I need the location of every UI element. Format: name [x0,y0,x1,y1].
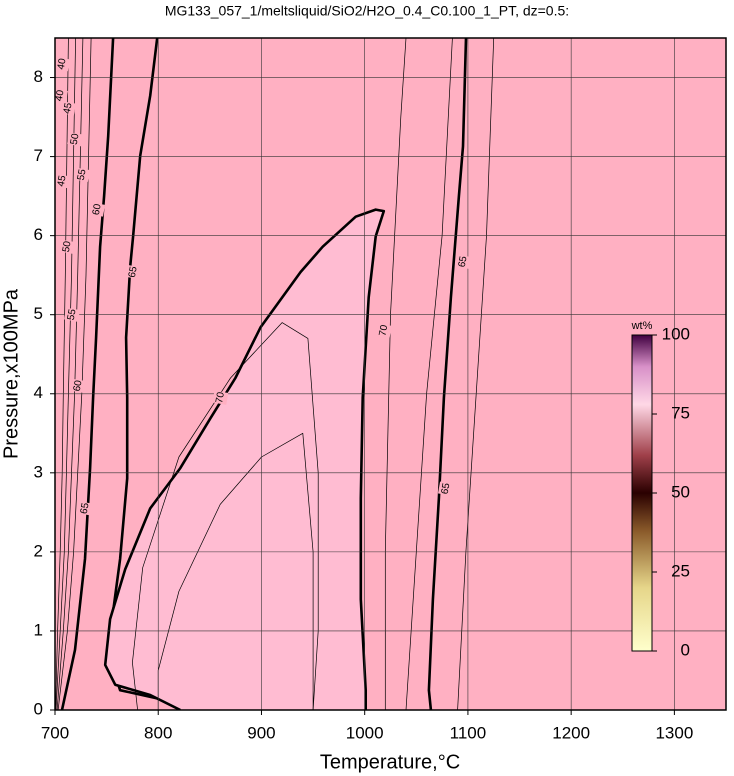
y-tick-label: 2 [34,541,43,560]
contour-label: 45 [62,102,75,115]
contour-fill [105,209,384,710]
contour-label: 65 [440,482,453,495]
contour-line [427,38,468,710]
contour-label-bg [74,167,90,182]
x-tick-label: 700 [41,723,69,742]
colorbar-tick-label: 0 [681,640,690,659]
chart-title: MG133_057_1/meltsliquid/SiO2/H2O_0.4_C0.… [165,3,569,19]
x-tick-label: 1100 [450,723,487,742]
overlay: 700 800 900 1000 1100 1200 1300012345678wt%025… [34,37,727,742]
y-tick-label: 8 [34,67,43,86]
contour-label-bg [70,378,86,393]
contour-label-bg [455,254,471,269]
contour-label-bg [89,202,106,217]
colorbar-tick-label: 100 [662,324,690,343]
contour-label-bg [125,264,142,280]
contour-label: 60 [91,203,104,216]
contour-label-bg [55,88,68,103]
x-tick-label: 1300 [655,723,693,742]
contour-label: 65 [127,265,140,278]
contour-label-bg [437,481,454,496]
y-axis-title: Pressure,x100MPa [0,288,22,459]
y-tick-label: 6 [34,225,43,244]
colorbar-tick-label: 75 [671,403,690,422]
contour-label: 40 [54,89,67,102]
y-tick-label: 5 [34,304,43,323]
plot-frame [54,37,727,711]
contour-label-bg [77,501,93,516]
contour-label-bg [375,323,392,338]
contour-label: 55 [76,168,89,181]
colorbar-tick-label: 50 [671,482,690,501]
contour-label: 50 [61,240,74,253]
colorbar [631,334,653,652]
y-tick-label: 4 [34,383,43,402]
contour-label: 60 [72,379,85,392]
contour-line [103,208,386,710]
colorbar-label: wt% [631,320,653,332]
x-tick-label: 900 [247,723,275,742]
y-tick-label: 0 [34,699,43,718]
contour-label-bg [67,132,83,147]
contour-label-bg [60,101,76,116]
contour-label: 65 [79,502,92,515]
y-tick-label: 7 [34,146,43,165]
contour-line [157,432,314,710]
colorbar-tick-label: 25 [671,561,690,580]
contour-label: 55 [66,308,79,321]
contour-label: 45 [56,174,69,187]
contour-label-bg [212,390,229,405]
y-tick-label: 1 [34,620,43,639]
y-tick-label: 3 [34,462,43,481]
contour-label: 40 [56,57,69,70]
x-axis-title: Temperature,°C [320,751,460,773]
contour-label: 65 [457,255,470,268]
x-tick-label: 1200 [552,723,590,742]
contour-label-bg [55,173,70,189]
contour-label-bg [64,307,80,322]
contour-label-bg [59,239,76,254]
x-tick-label: 1000 [346,723,384,742]
contour-label: 70 [214,391,227,404]
x-tick-label: 800 [144,723,172,742]
contour-label: 50 [69,132,82,145]
contour-label: 70 [378,324,391,337]
contour-label-bg [55,56,70,72]
contour-line [60,38,115,710]
